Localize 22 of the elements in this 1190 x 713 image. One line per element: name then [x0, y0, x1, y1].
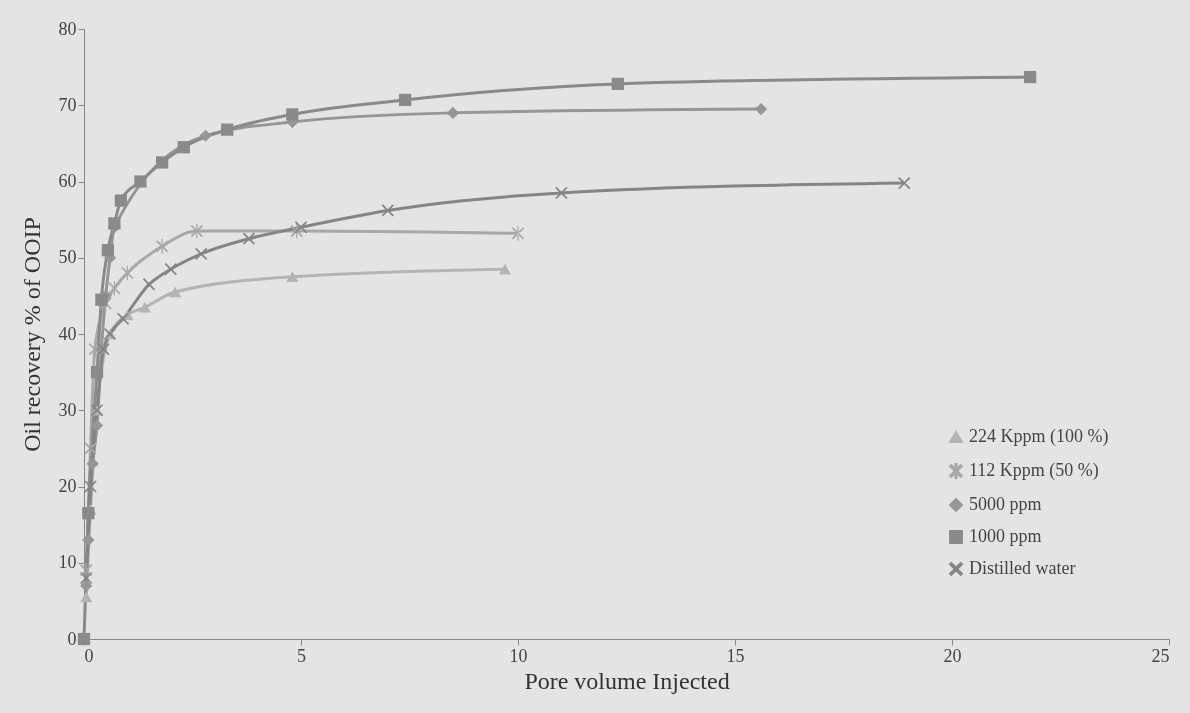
y-tick-label: 50	[58, 247, 77, 268]
legend-label: 112 Kppm (50 %)	[969, 460, 1099, 481]
y-tick-label: 30	[58, 399, 77, 420]
x-tick-label: 20	[943, 645, 962, 666]
y-tick-label: 80	[58, 18, 77, 39]
legend-label: 224 Kppm (100 %)	[969, 426, 1109, 447]
legend-label: 5000 ppm	[969, 494, 1042, 514]
x-tick-label: 10	[509, 645, 528, 666]
x-axis-title: Pore volume Injected	[524, 667, 730, 694]
y-tick-label: 10	[58, 552, 77, 573]
y-axis-title: Oil recovery % of OOIP	[18, 217, 45, 452]
legend-label: 1000 ppm	[969, 526, 1042, 546]
y-tick-label: 0	[67, 628, 77, 649]
y-tick-label: 40	[58, 323, 77, 344]
y-tick-label: 20	[58, 476, 77, 496]
y-tick-label: 60	[58, 171, 77, 191]
legend-label: Distilled water	[969, 558, 1076, 578]
y-tick-label: 70	[58, 94, 77, 115]
x-tick-label: 5	[297, 645, 306, 666]
x-tick-label: 25	[1151, 645, 1170, 666]
x-tick-label: 15	[726, 645, 745, 666]
x-tick-label: 0	[84, 645, 94, 666]
